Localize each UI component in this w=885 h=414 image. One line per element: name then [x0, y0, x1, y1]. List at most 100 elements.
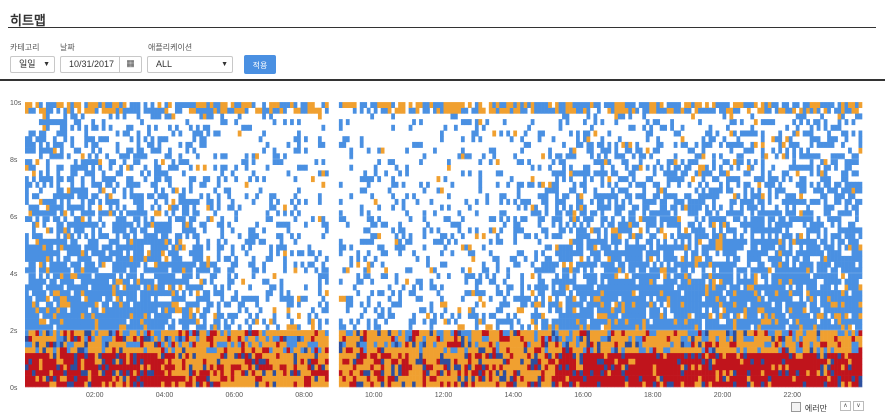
heatmap-cell: [520, 159, 524, 165]
heatmap-cell: [91, 267, 95, 273]
application-select[interactable]: ALL ▼: [147, 56, 233, 73]
heatmap-cell: [269, 284, 273, 290]
heatmap-cell: [527, 376, 531, 382]
heatmap-cell: [454, 102, 458, 108]
heatmap-cell: [182, 347, 186, 353]
heatmap-cell: [548, 347, 552, 353]
heatmap-cell: [255, 381, 259, 387]
heatmap-cell: [234, 370, 238, 376]
heatmap-cell: [433, 364, 437, 370]
heatmap-cell: [140, 148, 144, 154]
heatmap-cell: [517, 307, 521, 313]
heatmap-cell: [67, 102, 71, 108]
heatmap-cell: [185, 199, 189, 205]
heatmap-cell: [102, 170, 106, 176]
heatmap-cell: [482, 381, 486, 387]
heatmap-cell: [56, 347, 60, 353]
heatmap-cell: [210, 370, 214, 376]
heatmap-cell: [559, 210, 563, 216]
heatmap-cell: [84, 302, 88, 308]
heatmap-cell: [151, 205, 155, 211]
heatmap-cell: [485, 364, 489, 370]
heatmap-cell: [353, 364, 357, 370]
heatmap-cell: [238, 376, 242, 382]
heatmap-cell: [562, 113, 566, 119]
heatmap-cell: [203, 353, 207, 359]
heatmap-cell: [304, 347, 308, 353]
heatmap-cell: [112, 239, 116, 245]
heatmap-cell: [283, 376, 287, 382]
heatmap-cell: [339, 182, 343, 188]
heatmap-cell: [77, 256, 81, 262]
heatmap-cell: [273, 284, 277, 290]
category-select[interactable]: 일일 ▼: [10, 56, 55, 73]
heatmap-cell: [25, 239, 29, 245]
heatmap-cell: [349, 102, 353, 108]
heatmap-cell: [402, 381, 406, 387]
heatmap-cell: [468, 273, 472, 279]
heatmap-cell: [437, 370, 441, 376]
heatmap-cell: [88, 267, 92, 273]
heatmap-cell: [492, 347, 496, 353]
heatmap-cell: [485, 330, 489, 336]
heatmap-cell: [234, 364, 238, 370]
heatmap-cell: [91, 108, 95, 114]
date-input[interactable]: 10/31/2017 ▦: [60, 56, 142, 73]
heatmap-cell: [621, 364, 625, 370]
heatmap-cell: [482, 245, 486, 251]
heatmap-cell: [538, 347, 542, 353]
heatmap-cell: [165, 359, 169, 365]
heatmap-cell: [496, 336, 500, 342]
heatmap-cell: [154, 336, 158, 342]
heatmap-cell: [297, 142, 301, 148]
heatmap-cell: [642, 216, 646, 222]
heatmap-cell: [538, 341, 542, 347]
heatmap-cell: [63, 370, 67, 376]
heatmap-cell: [77, 353, 81, 359]
heatmap-cell: [503, 364, 507, 370]
heatmap-cell: [151, 136, 155, 142]
heatmap-cell: [646, 239, 650, 245]
heatmap-cell: [25, 313, 29, 319]
heatmap-cell: [130, 353, 134, 359]
heatmap-cell: [154, 165, 158, 171]
heatmap-cell: [196, 284, 200, 290]
apply-button[interactable]: 적용: [244, 55, 276, 74]
heatmap-cell: [635, 239, 639, 245]
heatmap-cell: [171, 131, 175, 137]
heatmap-cell: [67, 233, 71, 239]
heatmap-cell: [485, 119, 489, 125]
heatmap-cell: [185, 313, 189, 319]
heatmap-cell: [266, 165, 270, 171]
heatmap-cell: [618, 205, 622, 211]
heatmap-cell: [182, 159, 186, 165]
heatmap-cell: [447, 364, 451, 370]
heatmap-cell: [538, 136, 542, 142]
heatmap-cell: [147, 313, 151, 319]
heatmap-cell: [534, 302, 538, 308]
heatmap-cell: [60, 279, 64, 285]
heatmap-cell: [656, 347, 660, 353]
heatmap-cell: [109, 324, 113, 330]
heatmap-cell: [485, 370, 489, 376]
heatmap-cell: [430, 370, 434, 376]
calendar-icon[interactable]: ▦: [119, 56, 141, 73]
heatmap-cell: [276, 222, 280, 228]
heatmap-cell: [653, 267, 657, 273]
heatmap-cell: [604, 364, 608, 370]
heatmap-cell: [25, 347, 29, 353]
heatmap-cell: [339, 330, 343, 336]
heatmap-cell: [269, 381, 273, 387]
heatmap-cell: [590, 370, 594, 376]
heatmap-cell: [433, 239, 437, 245]
heatmap-cell: [639, 336, 643, 342]
heatmap-cell: [53, 313, 57, 319]
heatmap-cell: [419, 330, 423, 336]
heatmap-cell: [269, 364, 273, 370]
heatmap-cell: [158, 113, 162, 119]
heatmap-cell: [116, 239, 120, 245]
heatmap-cell: [597, 376, 601, 382]
heatmap-cell: [548, 108, 552, 114]
heatmap-cell: [510, 370, 514, 376]
